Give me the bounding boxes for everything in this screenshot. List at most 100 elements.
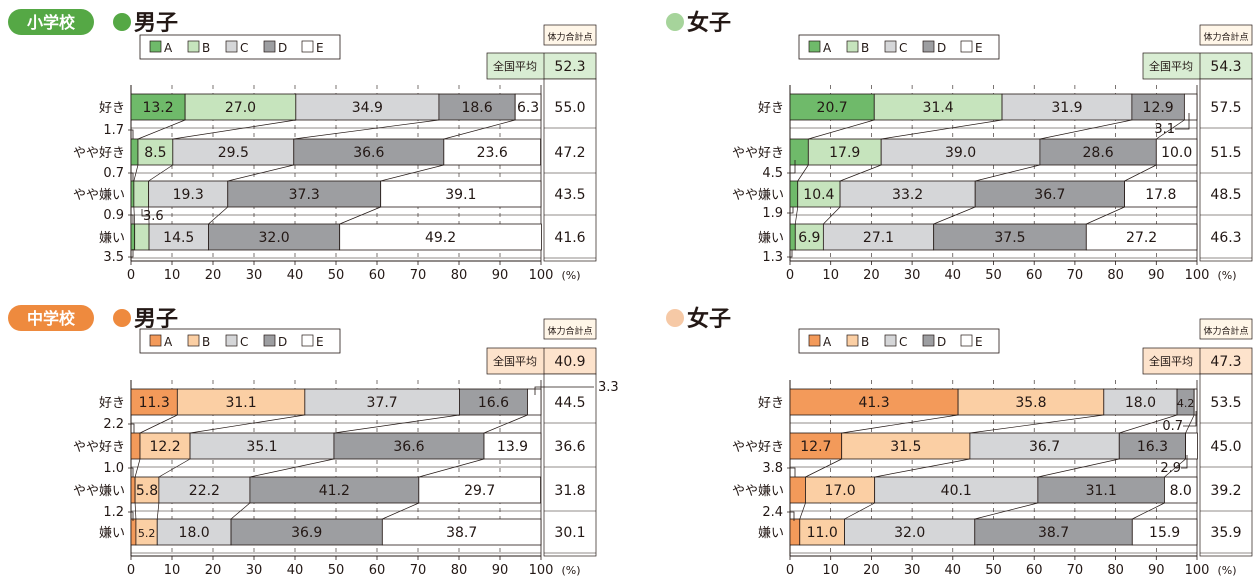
fitness-score: 45.0 <box>1210 439 1241 455</box>
fitness-score: 41.6 <box>554 230 585 246</box>
data-label: 18.6 <box>461 100 492 116</box>
legend-label-d: D <box>278 335 287 349</box>
data-label: 37.3 <box>289 187 320 203</box>
callout-label: 3.1 <box>1154 122 1175 137</box>
connector-line <box>135 459 140 477</box>
data-label: 41.2 <box>319 483 350 499</box>
category-label: やや嫌い <box>732 188 784 203</box>
bar-segment-a <box>790 477 805 503</box>
bar-segment-a <box>790 519 800 545</box>
legend-swatch-c <box>226 41 237 52</box>
connector-line <box>159 459 190 477</box>
connector-line <box>1086 207 1124 224</box>
legend-label-d: D <box>937 41 946 55</box>
data-label: 49.2 <box>425 230 456 246</box>
bar-segment-a <box>131 224 135 250</box>
fitness-score: 30.1 <box>554 525 585 541</box>
fitness-score: 57.5 <box>1210 100 1241 116</box>
x-unit-label: (%) <box>561 269 580 282</box>
x-tick-label: 30 <box>246 563 263 578</box>
legend-swatch-e <box>961 41 972 52</box>
x-tick-label: 80 <box>451 268 468 283</box>
legend-label-a: A <box>164 41 173 55</box>
fitness-header: 体力合計点 <box>547 31 592 43</box>
x-tick-label: 10 <box>822 268 839 283</box>
category-label: 嫌い <box>99 526 125 541</box>
data-label: 27.0 <box>225 100 256 116</box>
category-label: やや好き <box>732 146 784 161</box>
category-label: 好き <box>99 396 125 411</box>
category-label: 嫌い <box>758 526 784 541</box>
category-label: やや好き <box>73 440 125 455</box>
category-label: やや嫌い <box>73 484 125 499</box>
data-label: 16.6 <box>478 395 509 411</box>
legend-swatch-d <box>923 335 934 346</box>
legend-swatch-d <box>264 335 275 346</box>
x-unit-label: (%) <box>1217 269 1236 282</box>
connector-line <box>294 120 439 139</box>
chart-title: 女子 <box>687 10 731 36</box>
x-tick-label: 50 <box>985 268 1002 283</box>
data-label: 36.7 <box>1029 439 1060 455</box>
x-tick-label: 0 <box>127 563 135 578</box>
data-label: 38.7 <box>1038 525 1069 541</box>
data-label: 31.1 <box>225 395 256 411</box>
fitness-header: 体力合計点 <box>1203 325 1248 337</box>
legend-swatch-b <box>847 335 858 346</box>
x-tick-label: 30 <box>904 268 921 283</box>
data-label: 39.0 <box>945 145 976 161</box>
school-label: 小学校 <box>27 13 76 32</box>
fitness-score: 31.8 <box>554 483 585 499</box>
data-label: 37.7 <box>367 395 398 411</box>
data-label: 36.6 <box>393 439 424 455</box>
callout-label: 2.4 <box>762 505 783 520</box>
national-avg-value: 40.9 <box>554 354 585 370</box>
category-label: 嫌い <box>758 231 784 246</box>
legend-swatch-a <box>809 41 820 52</box>
x-tick-label: 100 <box>1185 563 1210 578</box>
chart-title: 男子 <box>134 307 178 332</box>
fitness-score: 44.5 <box>554 395 585 411</box>
legend-label-e: E <box>975 41 983 55</box>
category-label: 好き <box>758 101 784 116</box>
bar-segment-e <box>1184 94 1197 120</box>
legend-label-b: B <box>202 335 210 349</box>
title-dot <box>113 13 131 31</box>
x-tick-label: 70 <box>1067 268 1084 283</box>
callout-label: 1.3 <box>762 250 783 265</box>
callout-label: 0.7 <box>1162 419 1183 434</box>
connector-line <box>823 207 840 224</box>
x-tick-label: 40 <box>945 268 962 283</box>
connector-line <box>970 415 1104 433</box>
data-label: 12.7 <box>800 439 831 455</box>
fitness-score: 43.5 <box>554 187 585 203</box>
x-tick-label: 90 <box>492 563 509 578</box>
data-label: 16.3 <box>1137 439 1168 455</box>
category-label: やや嫌い <box>732 484 784 499</box>
school-label: 中学校 <box>27 309 76 328</box>
callout-label: 3.5 <box>103 250 124 265</box>
national-avg-label: 全国平均 <box>493 354 537 368</box>
connector-line <box>805 459 841 477</box>
data-label: 14.5 <box>163 230 194 246</box>
connector-line <box>1186 415 1195 433</box>
connector-line <box>135 503 136 519</box>
data-label: 13.2 <box>142 100 173 116</box>
data-label: 27.2 <box>1126 230 1157 246</box>
connector-line <box>340 207 381 224</box>
x-tick-label: 20 <box>205 268 222 283</box>
data-label: 37.5 <box>994 230 1025 246</box>
x-tick-label: 0 <box>786 563 794 578</box>
x-tick-label: 30 <box>246 268 263 283</box>
bar-segment-a <box>131 477 135 503</box>
connector-line <box>138 120 185 139</box>
legend-swatch-c <box>885 335 896 346</box>
connector-line <box>134 207 135 224</box>
data-label: 38.7 <box>446 525 477 541</box>
legend-swatch-e <box>961 335 972 346</box>
connector-line <box>484 415 527 433</box>
